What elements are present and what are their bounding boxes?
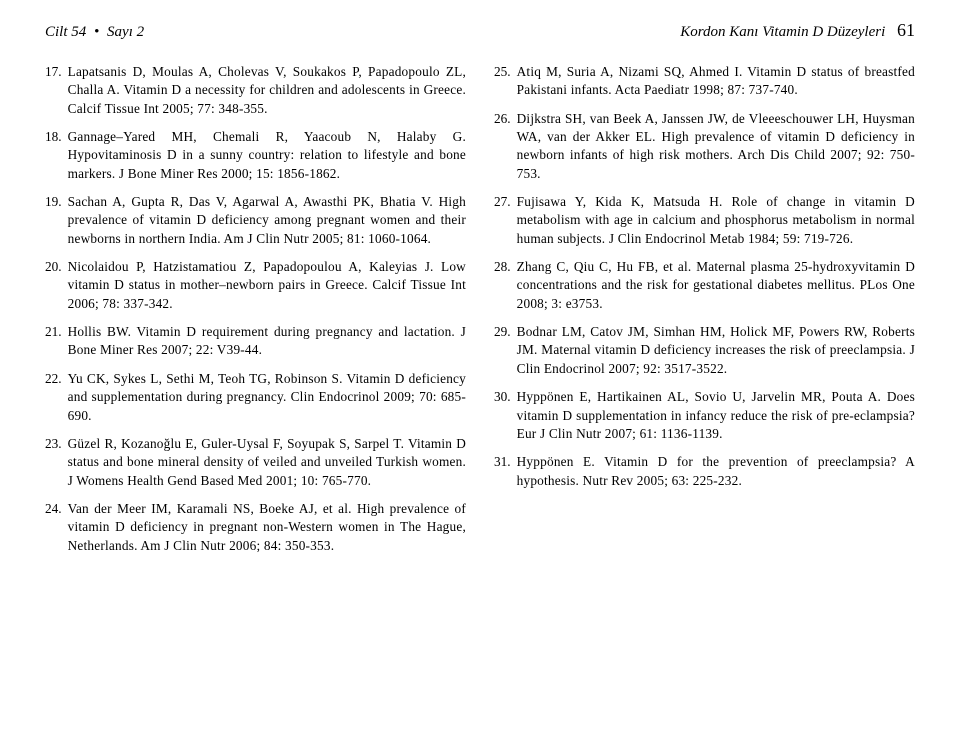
reference-text: Nicolaidou P, Hatzistamatiou Z, Papadopo… xyxy=(68,258,466,313)
reference-number: 24. xyxy=(45,500,68,555)
right-column: 25.Atiq M, Suria A, Nizami SQ, Ahmed I. … xyxy=(494,63,915,565)
reference-number: 17. xyxy=(45,63,68,118)
reference-text: Dijkstra SH, van Beek A, Janssen JW, de … xyxy=(517,110,915,183)
reference-number: 26. xyxy=(494,110,517,183)
reference-number: 20. xyxy=(45,258,68,313)
reference-item: 20.Nicolaidou P, Hatzistamatiou Z, Papad… xyxy=(45,258,466,313)
reference-number: 28. xyxy=(494,258,517,313)
header-left: Cilt 54 • Sayı 2 xyxy=(45,24,144,41)
reference-item: 27.Fujisawa Y, Kida K, Matsuda H. Role o… xyxy=(494,193,915,248)
reference-text: Gannage–Yared MH, Chemali R, Yaacoub N, … xyxy=(68,128,466,183)
reference-item: 29.Bodnar LM, Catov JM, Simhan HM, Holic… xyxy=(494,323,915,378)
reference-item: 24.Van der Meer IM, Karamali NS, Boeke A… xyxy=(45,500,466,555)
header-right: Kordon Kanı Vitamin D Düzeyleri 61 xyxy=(680,20,915,41)
reference-number: 29. xyxy=(494,323,517,378)
reference-text: Yu CK, Sykes L, Sethi M, Teoh TG, Robins… xyxy=(68,370,466,425)
reference-number: 21. xyxy=(45,323,68,360)
reference-number: 30. xyxy=(494,388,517,443)
reference-item: 23.Güzel R, Kozanoğlu E, Guler-Uysal F, … xyxy=(45,435,466,490)
reference-text: Hollis BW. Vitamin D requirement during … xyxy=(68,323,466,360)
reference-item: 31.Hyppönen E. Vitamin D for the prevent… xyxy=(494,453,915,490)
reference-item: 28.Zhang C, Qiu C, Hu FB, et al. Materna… xyxy=(494,258,915,313)
page-header: Cilt 54 • Sayı 2 Kordon Kanı Vitamin D D… xyxy=(45,20,915,41)
reference-text: Atiq M, Suria A, Nizami SQ, Ahmed I. Vit… xyxy=(517,63,915,100)
reference-item: 21.Hollis BW. Vitamin D requirement duri… xyxy=(45,323,466,360)
reference-item: 25.Atiq M, Suria A, Nizami SQ, Ahmed I. … xyxy=(494,63,915,100)
reference-item: 18.Gannage–Yared MH, Chemali R, Yaacoub … xyxy=(45,128,466,183)
reference-text: Van der Meer IM, Karamali NS, Boeke AJ, … xyxy=(68,500,466,555)
reference-item: 17.Lapatsanis D, Moulas A, Cholevas V, S… xyxy=(45,63,466,118)
reference-item: 19.Sachan A, Gupta R, Das V, Agarwal A, … xyxy=(45,193,466,248)
reference-number: 25. xyxy=(494,63,517,100)
bullet-icon: • xyxy=(94,24,99,40)
issue-label: Sayı 2 xyxy=(107,24,144,40)
reference-number: 31. xyxy=(494,453,517,490)
page-number: 61 xyxy=(897,20,915,40)
reference-item: 22.Yu CK, Sykes L, Sethi M, Teoh TG, Rob… xyxy=(45,370,466,425)
reference-text: Zhang C, Qiu C, Hu FB, et al. Maternal p… xyxy=(517,258,915,313)
running-title: Kordon Kanı Vitamin D Düzeyleri xyxy=(680,24,885,40)
reference-text: Güzel R, Kozanoğlu E, Guler-Uysal F, Soy… xyxy=(68,435,466,490)
reference-number: 22. xyxy=(45,370,68,425)
reference-number: 18. xyxy=(45,128,68,183)
reference-text: Lapatsanis D, Moulas A, Cholevas V, Souk… xyxy=(68,63,466,118)
reference-text: Hyppönen E, Hartikainen AL, Sovio U, Jar… xyxy=(517,388,915,443)
reference-number: 23. xyxy=(45,435,68,490)
reference-number: 19. xyxy=(45,193,68,248)
reference-text: Bodnar LM, Catov JM, Simhan HM, Holick M… xyxy=(517,323,915,378)
reference-text: Sachan A, Gupta R, Das V, Agarwal A, Awa… xyxy=(68,193,466,248)
left-column: 17.Lapatsanis D, Moulas A, Cholevas V, S… xyxy=(45,63,466,565)
reference-number: 27. xyxy=(494,193,517,248)
reference-text: Fujisawa Y, Kida K, Matsuda H. Role of c… xyxy=(517,193,915,248)
reference-item: 26.Dijkstra SH, van Beek A, Janssen JW, … xyxy=(494,110,915,183)
reference-item: 30.Hyppönen E, Hartikainen AL, Sovio U, … xyxy=(494,388,915,443)
volume-label: Cilt 54 xyxy=(45,24,86,40)
reference-columns: 17.Lapatsanis D, Moulas A, Cholevas V, S… xyxy=(45,63,915,565)
reference-text: Hyppönen E. Vitamin D for the prevention… xyxy=(517,453,915,490)
